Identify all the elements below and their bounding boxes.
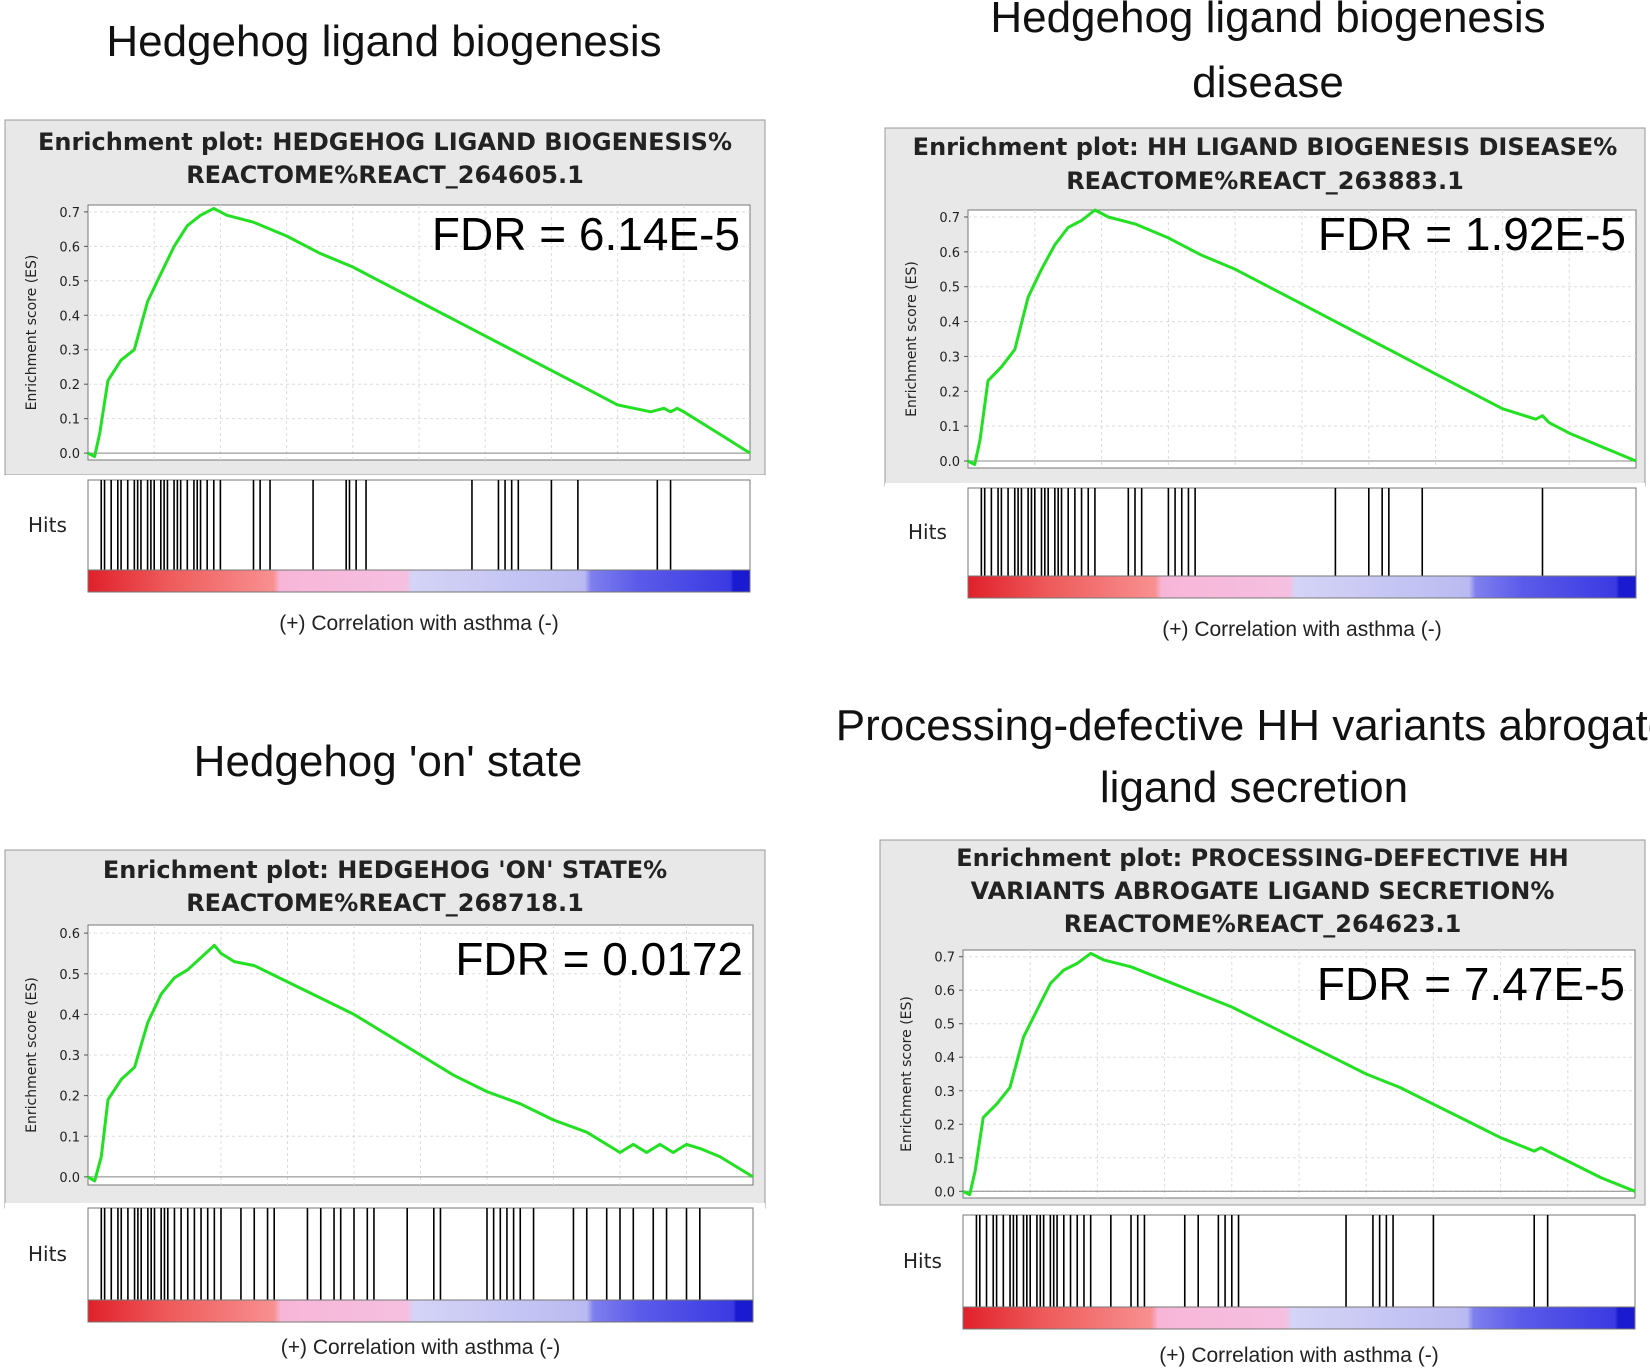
y-tick-label: 0.7 bbox=[939, 211, 960, 226]
x-axis-label: (+) Correlation with asthma (-) bbox=[1162, 618, 1442, 641]
enrichment-plot-title: Enrichment plot: PROCESSING-DEFECTIVE HH bbox=[956, 844, 1569, 872]
y-tick-label: 0.3 bbox=[939, 350, 960, 365]
panel-title: Hedgehog ligand biogenesis bbox=[990, 0, 1545, 42]
hits-area bbox=[962, 1214, 1636, 1308]
enrichment-panel: Processing-defective HH variants abrogat… bbox=[836, 701, 1650, 1367]
y-tick-label: 0.2 bbox=[59, 378, 80, 393]
y-tick-label: 0.4 bbox=[59, 309, 80, 324]
y-tick-label: 0.0 bbox=[59, 1171, 80, 1186]
y-tick-label: 0.3 bbox=[59, 1049, 80, 1064]
ranked-list-colorbar bbox=[87, 1299, 754, 1323]
x-axis-label: (+) Correlation with asthma (-) bbox=[281, 1336, 561, 1359]
y-tick-label: 0.4 bbox=[939, 316, 960, 331]
es-curve bbox=[962, 951, 1636, 1197]
enrichment-panel: Hedgehog ligand biogenesis Enrichment plo… bbox=[4, 17, 766, 635]
es-curve bbox=[967, 208, 1637, 466]
y-tick-label: 0.5 bbox=[939, 281, 960, 296]
y-tick-label: 0.1 bbox=[59, 1130, 80, 1145]
panel-title: Hedgehog 'on' state bbox=[194, 737, 583, 786]
y-tick-label: 0.2 bbox=[939, 385, 960, 400]
y-tick-label: 0.1 bbox=[934, 1152, 955, 1167]
hits-label: Hits bbox=[903, 1249, 942, 1273]
y-tick-label: 0.6 bbox=[59, 240, 80, 255]
hits-label: Hits bbox=[28, 1242, 67, 1266]
panel-title: Hedgehog ligand biogenesis bbox=[106, 17, 661, 66]
fdr-annotation: FDR = 6.14E-5 bbox=[432, 208, 740, 260]
enrichment-plot-title: Enrichment plot: HH LIGAND BIOGENESIS DI… bbox=[913, 133, 1618, 161]
enrichment-plot-title: REACTOME%REACT_264623.1 bbox=[1064, 910, 1462, 938]
enrichment-plot-title: Enrichment plot: HEDGEHOG LIGAND BIOGENE… bbox=[38, 128, 732, 156]
enrichment-plot-title: REACTOME%REACT_264605.1 bbox=[186, 161, 584, 189]
enrichment-plot-title: VARIANTS ABROGATE LIGAND SECRETION% bbox=[971, 877, 1555, 905]
y-axis-label: Enrichment score (ES) bbox=[904, 261, 920, 417]
x-axis-label: (+) Correlation with asthma (-) bbox=[279, 612, 559, 635]
enrichment-plot-title: REACTOME%REACT_268718.1 bbox=[186, 889, 584, 917]
y-tick-label: 0.4 bbox=[59, 1008, 80, 1023]
y-tick-label: 0.0 bbox=[934, 1185, 955, 1200]
panel-title: ligand secretion bbox=[1100, 763, 1408, 812]
enrichment-plot-title: REACTOME%REACT_263883.1 bbox=[1066, 167, 1464, 195]
hits-label: Hits bbox=[908, 520, 947, 544]
fdr-annotation: FDR = 0.0172 bbox=[455, 933, 743, 985]
y-tick-label: 0.0 bbox=[59, 447, 80, 462]
enrichment-panel: Hedgehog 'on' state Enrichment plot: HEDG… bbox=[4, 737, 766, 1359]
y-tick-label: 0.4 bbox=[934, 1051, 955, 1066]
y-axis-label: Enrichment score (ES) bbox=[899, 996, 915, 1152]
hits-area bbox=[87, 1207, 754, 1301]
y-tick-label: 0.7 bbox=[934, 951, 955, 966]
y-tick-label: 0.2 bbox=[934, 1118, 955, 1133]
es-curve bbox=[87, 943, 754, 1183]
hits-area bbox=[967, 487, 1637, 577]
y-tick-label: 0.3 bbox=[934, 1085, 955, 1100]
ranked-list-colorbar bbox=[962, 1306, 1636, 1330]
fdr-annotation: FDR = 7.47E-5 bbox=[1317, 958, 1625, 1010]
x-axis-label: (+) Correlation with asthma (-) bbox=[1159, 1344, 1439, 1367]
y-axis-label: Enrichment score (ES) bbox=[24, 255, 40, 411]
y-tick-label: 0.6 bbox=[939, 246, 960, 261]
y-tick-label: 0.7 bbox=[59, 206, 80, 221]
y-tick-label: 0.5 bbox=[59, 968, 80, 983]
es-curve bbox=[87, 206, 751, 459]
fdr-annotation: FDR = 1.92E-5 bbox=[1318, 208, 1626, 260]
panel-title: disease bbox=[1192, 58, 1344, 107]
ranked-list-colorbar bbox=[967, 575, 1637, 599]
ranked-list-colorbar bbox=[87, 569, 751, 593]
y-tick-label: 0.5 bbox=[59, 275, 80, 290]
enrichment-panel: Hedgehog ligand biogenesis disease Enrichm… bbox=[884, 0, 1646, 641]
y-tick-label: 0.0 bbox=[939, 455, 960, 470]
y-axis-label: Enrichment score (ES) bbox=[24, 977, 40, 1133]
y-tick-label: 0.5 bbox=[934, 1018, 955, 1033]
y-tick-label: 0.2 bbox=[59, 1090, 80, 1105]
y-tick-label: 0.6 bbox=[59, 927, 80, 942]
hits-area bbox=[87, 479, 751, 571]
y-tick-label: 0.6 bbox=[934, 984, 955, 999]
y-tick-label: 0.3 bbox=[59, 344, 80, 359]
enrichment-plot-title: Enrichment plot: HEDGEHOG 'ON' STATE% bbox=[103, 856, 667, 884]
y-tick-label: 0.1 bbox=[939, 420, 960, 435]
y-tick-label: 0.1 bbox=[59, 413, 80, 428]
panel-title: Processing-defective HH variants abrogat… bbox=[836, 701, 1650, 750]
hits-label: Hits bbox=[28, 513, 67, 537]
